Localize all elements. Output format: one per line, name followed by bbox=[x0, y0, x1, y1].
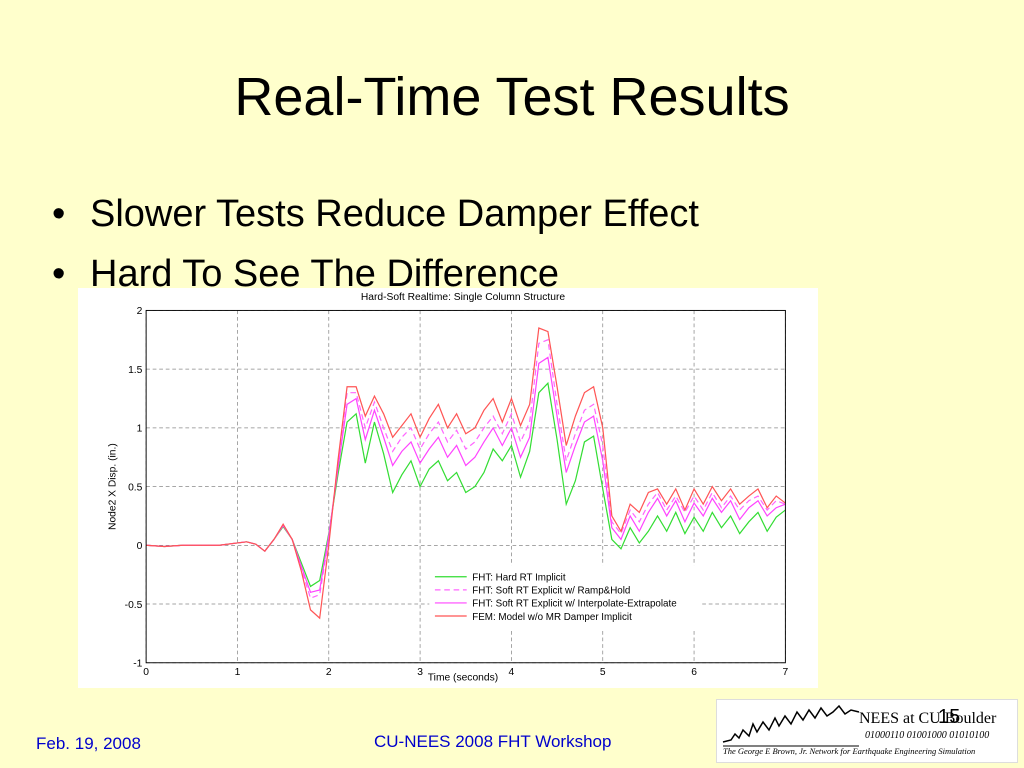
y-tick-label: 0 bbox=[137, 541, 143, 552]
page-number: 15 bbox=[938, 706, 961, 728]
bullet-glyph: • bbox=[52, 193, 66, 235]
footer-date: Feb. 19, 2008 bbox=[36, 734, 141, 753]
legend-label: FHT: Hard RT Implicit bbox=[472, 573, 566, 584]
y-axis-label: Node2 X Disp. (in.) bbox=[107, 443, 118, 530]
slide-title: Real-Time Test Results bbox=[234, 67, 790, 127]
nees-logo: NEES at CU Boulder 01000110 01001000 010… bbox=[716, 699, 1018, 763]
x-tick-label: 3 bbox=[417, 667, 423, 678]
y-tick-label: -1 bbox=[133, 659, 142, 670]
x-tick-label: 0 bbox=[143, 667, 149, 678]
tick-layer: 0 1 2 3 4 5 6 7 -1 -0.5 0 0.5 1 1.5 2 bbox=[125, 306, 789, 678]
seismograph-icon bbox=[722, 704, 860, 747]
legend-box bbox=[429, 565, 701, 631]
series-layer bbox=[146, 327, 786, 620]
x-tick-label: 2 bbox=[326, 667, 332, 678]
footer-event: CU-NEES 2008 FHT Workshop bbox=[374, 732, 612, 751]
x-tick-label: 7 bbox=[783, 667, 789, 678]
chart-figure: 0 1 2 3 4 5 6 7 -1 -0.5 0 0.5 1 1.5 2 Hard-Soft Realti… bbox=[78, 288, 818, 688]
series-line-1 bbox=[146, 381, 786, 588]
plot-frame bbox=[145, 309, 786, 664]
series-line-2 bbox=[146, 338, 786, 599]
bullet-item: • Slower Tests Reduce Damper Effect bbox=[52, 184, 699, 244]
y-tick-label: 1 bbox=[137, 424, 143, 435]
legend-label: FHT: Soft RT Explicit w/ Interpolate-Ext… bbox=[472, 599, 677, 610]
logo-binary: 01000110 01001000 01010100 bbox=[865, 730, 990, 741]
y-tick-label: 2 bbox=[137, 306, 143, 317]
x-axis-label: Time (seconds) bbox=[428, 673, 498, 684]
series-line-3 bbox=[146, 356, 786, 594]
legend-label: FHT: Soft RT Explicit w/ Ramp&Hold bbox=[472, 586, 630, 597]
logo-name: NEES at CU Boulder bbox=[859, 710, 997, 727]
bullet-glyph: • bbox=[52, 253, 66, 295]
x-tick-label: 1 bbox=[235, 667, 241, 678]
y-tick-label: -0.5 bbox=[125, 600, 143, 611]
chart-legend: FHT: Hard RT Implicit FHT: Soft RT Explic… bbox=[429, 565, 701, 631]
y-tick-label: 0.5 bbox=[128, 482, 143, 493]
line-chart: 0 1 2 3 4 5 6 7 -1 -0.5 0 0.5 1 1.5 2 Hard-Soft Realti… bbox=[107, 292, 789, 684]
y-tick-label: 1.5 bbox=[128, 365, 143, 376]
x-tick-label: 6 bbox=[691, 667, 697, 678]
series-line-4 bbox=[146, 327, 786, 620]
x-tick-label: 4 bbox=[509, 667, 515, 678]
bullet-text: Slower Tests Reduce Damper Effect bbox=[90, 193, 699, 235]
chart-title: Hard-Soft Realtime: Single Column Struct… bbox=[361, 292, 566, 303]
bullet-list: • Slower Tests Reduce Damper Effect • Hard… bbox=[52, 184, 699, 304]
x-tick-label: 5 bbox=[600, 667, 606, 678]
legend-label: FEM: Model w/o MR Damper Implicit bbox=[472, 612, 632, 623]
logo-subtitle: The George E Brown, Jr. Network for Eart… bbox=[723, 746, 976, 756]
